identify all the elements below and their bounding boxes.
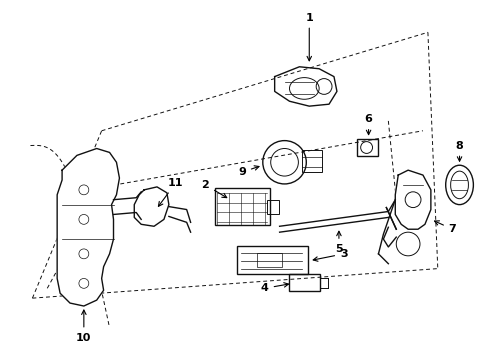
Text: 1: 1: [305, 13, 313, 61]
Polygon shape: [395, 170, 431, 229]
Text: 3: 3: [313, 249, 348, 261]
Text: 2: 2: [201, 180, 227, 198]
Text: 11: 11: [158, 178, 184, 206]
Text: 10: 10: [76, 310, 92, 342]
Text: 5: 5: [335, 231, 343, 254]
Text: 8: 8: [456, 140, 464, 161]
Text: 9: 9: [238, 166, 259, 177]
Text: 6: 6: [365, 114, 372, 135]
Polygon shape: [134, 187, 169, 226]
Polygon shape: [57, 148, 120, 306]
Text: 4: 4: [261, 283, 289, 293]
Text: 7: 7: [435, 221, 457, 234]
